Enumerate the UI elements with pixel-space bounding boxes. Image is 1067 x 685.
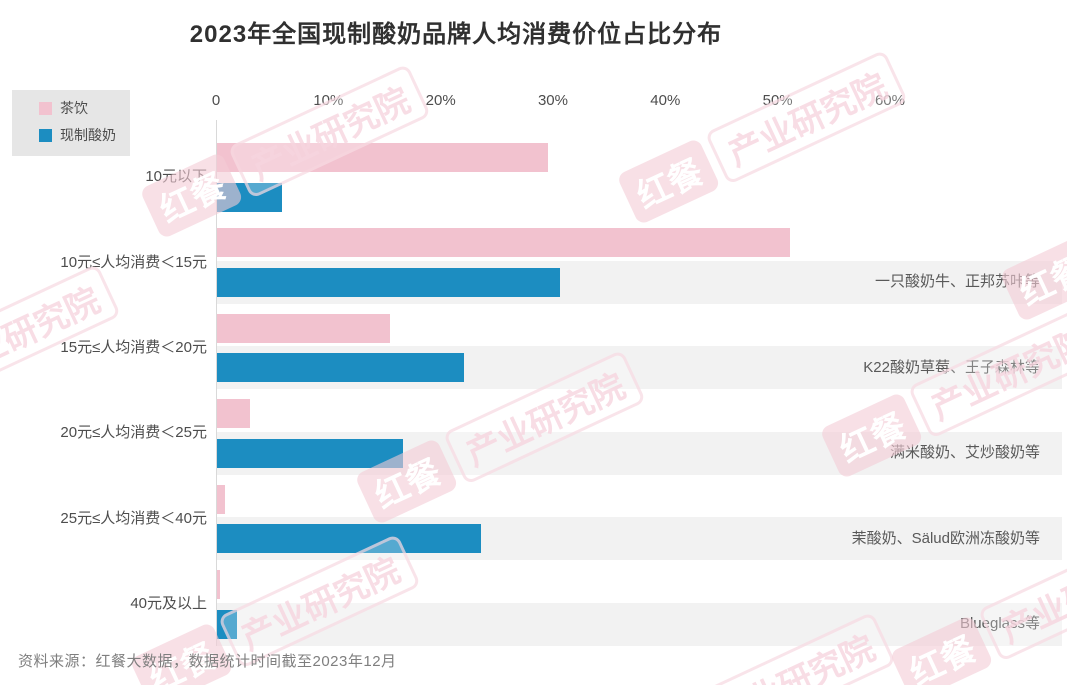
legend-item: 现制酸奶 (39, 128, 116, 143)
x-axis-tick-label: 60% (874, 92, 905, 109)
x-axis-tick-label: 0 (211, 92, 221, 109)
tea-bar (217, 143, 549, 172)
category-label: 10元≤人均消费＜15元 (60, 253, 207, 271)
watermark-unit-text: 产业研究院 (227, 63, 432, 199)
legend-item: 茶饮 (39, 101, 88, 116)
y-axis-line (216, 120, 217, 646)
yogurt-bar (217, 353, 465, 383)
watermark-unit-text: 产业研究院 (0, 263, 122, 399)
x-axis-tick-label: 40% (650, 92, 681, 109)
watermark: 红餐产业研究院 (616, 49, 909, 227)
tea-bar (217, 570, 221, 599)
brand-annotation: K22酸奶草莓、王子森林等 (863, 358, 1040, 376)
yogurt-bar (217, 609, 238, 639)
legend-swatch (39, 102, 52, 115)
x-axis-tick-label: 10% (313, 92, 344, 109)
legend: 茶饮 现制酸奶 (12, 90, 130, 156)
category-label: 25元≤人均消费＜40元 (60, 509, 207, 527)
yogurt-bar (217, 438, 404, 468)
yogurt-bar (217, 267, 560, 297)
chart-title: 2023年全国现制酸奶品牌人均消费价位占比分布 (189, 21, 723, 48)
yogurt-bar (217, 524, 481, 554)
brand-annotation: 一只酸奶牛、正邦苏咔等 (874, 273, 1040, 291)
yogurt-bar (217, 182, 283, 212)
watermark-unit-text: 产业研究院 (704, 49, 909, 185)
category-label: 15元≤人均消费＜20元 (60, 339, 207, 357)
source-note: 资料来源：红餐大数据，数据统计时间截至2023年12月 (18, 653, 397, 670)
tea-bar (217, 313, 390, 343)
tea-bar (217, 484, 225, 514)
legend-label: 茶饮 (60, 100, 88, 116)
x-axis-tick-label: 20% (425, 92, 456, 109)
legend-label: 现制酸奶 (60, 127, 116, 143)
tea-bar (217, 228, 790, 258)
category-label: 40元及以上 (130, 595, 207, 613)
watermark-brand-logo: 红餐 (616, 137, 722, 226)
brand-annotation: 茉酸奶、Sälud欧洲冻酸奶等 (851, 529, 1040, 547)
brand-annotation: 满米酸奶、艾炒酸奶等 (889, 444, 1040, 462)
category-label: 20元≤人均消费＜25元 (60, 424, 207, 442)
tea-bar (217, 399, 250, 429)
legend-swatch (39, 129, 52, 142)
brand-annotation: Blueglass等 (959, 615, 1040, 632)
category-label: 10元以下 (145, 168, 207, 186)
x-axis-tick-label: 50% (762, 92, 793, 109)
x-axis-tick-label: 30% (537, 92, 568, 109)
